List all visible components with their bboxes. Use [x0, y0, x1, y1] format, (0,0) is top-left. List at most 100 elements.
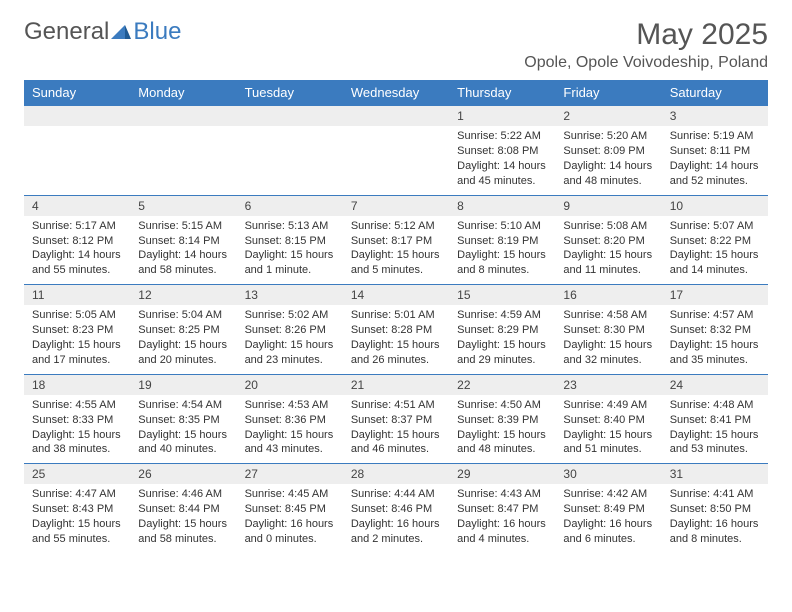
day-cell: 2Sunrise: 5:20 AMSunset: 8:09 PMDaylight…: [555, 106, 661, 195]
day-number: 2: [555, 106, 661, 126]
sunset-text: Sunset: 8:14 PM: [138, 234, 228, 249]
location-subtitle: Opole, Opole Voivodeship, Poland: [524, 54, 768, 72]
sunset-text: Sunset: 8:30 PM: [563, 323, 653, 338]
day-body: Sunrise: 4:44 AMSunset: 8:46 PMDaylight:…: [343, 484, 449, 552]
day-number: 19: [130, 375, 236, 395]
daylight-text: Daylight: 16 hours and 4 minutes.: [457, 517, 547, 547]
logo-mark-icon: [111, 18, 131, 46]
daylight-text: Daylight: 15 hours and 23 minutes.: [245, 338, 335, 368]
sunset-text: Sunset: 8:44 PM: [138, 502, 228, 517]
day-body: Sunrise: 5:02 AMSunset: 8:26 PMDaylight:…: [237, 305, 343, 373]
daylight-text: Daylight: 15 hours and 32 minutes.: [563, 338, 653, 368]
day-cell: 9 Sunrise: 5:08 AMSunset: 8:20 PMDaylight…: [555, 196, 661, 285]
sunrise-text: Sunrise: 5:08 AM: [563, 219, 653, 234]
day-cell: 25Sunrise: 4:47 AMSunset: 8:43 PMDayligh…: [24, 464, 130, 553]
week-row: 18Sunrise: 4:55 AMSunset: 8:33 PMDayligh…: [24, 374, 768, 464]
day-cell: 30Sunrise: 4:42 AMSunset: 8:49 PMDayligh…: [555, 464, 661, 553]
sunrise-text: Sunrise: 4:45 AM: [245, 487, 335, 502]
sunrise-text: Sunrise: 5:13 AM: [245, 219, 335, 234]
sunrise-text: Sunrise: 5:19 AM: [670, 129, 760, 144]
daylight-text: Daylight: 15 hours and 38 minutes.: [32, 428, 122, 458]
sunset-text: Sunset: 8:11 PM: [670, 144, 760, 159]
day-cell: 16Sunrise: 4:58 AMSunset: 8:30 PMDayligh…: [555, 285, 661, 374]
sunrise-text: Sunrise: 4:43 AM: [457, 487, 547, 502]
day-cell: 27Sunrise: 4:45 AMSunset: 8:45 PMDayligh…: [237, 464, 343, 553]
day-body: Sunrise: 5:22 AMSunset: 8:08 PMDaylight:…: [449, 126, 555, 194]
sunrise-text: Sunrise: 5:20 AM: [563, 129, 653, 144]
weeks-container: 1Sunrise: 5:22 AMSunset: 8:08 PMDaylight…: [24, 105, 768, 553]
day-body: Sunrise: 5:10 AMSunset: 8:19 PMDaylight:…: [449, 216, 555, 284]
sunrise-text: Sunrise: 5:01 AM: [351, 308, 441, 323]
day-body: Sunrise: 4:57 AMSunset: 8:32 PMDaylight:…: [662, 305, 768, 373]
day-cell: [237, 106, 343, 195]
daylight-text: Daylight: 14 hours and 48 minutes.: [563, 159, 653, 189]
sunrise-text: Sunrise: 4:57 AM: [670, 308, 760, 323]
daylight-text: Daylight: 16 hours and 2 minutes.: [351, 517, 441, 547]
daylight-text: Daylight: 15 hours and 20 minutes.: [138, 338, 228, 368]
sunrise-text: Sunrise: 4:55 AM: [32, 398, 122, 413]
week-row: 4Sunrise: 5:17 AMSunset: 8:12 PMDaylight…: [24, 195, 768, 285]
day-body: Sunrise: 4:53 AMSunset: 8:36 PMDaylight:…: [237, 395, 343, 463]
day-number: 23: [555, 375, 661, 395]
day-body: Sunrise: 4:51 AMSunset: 8:37 PMDaylight:…: [343, 395, 449, 463]
empty-day-number: [343, 106, 449, 126]
sunset-text: Sunset: 8:23 PM: [32, 323, 122, 338]
title-block: May 2025 Opole, Opole Voivodeship, Polan…: [524, 18, 768, 72]
sunset-text: Sunset: 8:49 PM: [563, 502, 653, 517]
daylight-text: Daylight: 15 hours and 43 minutes.: [245, 428, 335, 458]
day-body: Sunrise: 5:19 AMSunset: 8:11 PMDaylight:…: [662, 126, 768, 194]
day-cell: 13Sunrise: 5:02 AMSunset: 8:26 PMDayligh…: [237, 285, 343, 374]
day-cell: 22Sunrise: 4:50 AMSunset: 8:39 PMDayligh…: [449, 375, 555, 464]
day-number: 21: [343, 375, 449, 395]
day-cell: 28Sunrise: 4:44 AMSunset: 8:46 PMDayligh…: [343, 464, 449, 553]
sunset-text: Sunset: 8:20 PM: [563, 234, 653, 249]
day-body: Sunrise: 4:46 AMSunset: 8:44 PMDaylight:…: [130, 484, 236, 552]
sunrise-text: Sunrise: 4:53 AM: [245, 398, 335, 413]
day-number: 3: [662, 106, 768, 126]
daylight-text: Daylight: 15 hours and 55 minutes.: [32, 517, 122, 547]
sunrise-text: Sunrise: 4:54 AM: [138, 398, 228, 413]
day-body: Sunrise: 4:54 AMSunset: 8:35 PMDaylight:…: [130, 395, 236, 463]
day-body: Sunrise: 4:41 AMSunset: 8:50 PMDaylight:…: [662, 484, 768, 552]
sunrise-text: Sunrise: 4:47 AM: [32, 487, 122, 502]
daylight-text: Daylight: 15 hours and 17 minutes.: [32, 338, 122, 368]
day-number: 24: [662, 375, 768, 395]
day-number: 17: [662, 285, 768, 305]
weekday-header-row: SundayMondayTuesdayWednesdayThursdayFrid…: [24, 80, 768, 105]
day-number: 8: [449, 196, 555, 216]
day-body: Sunrise: 4:43 AMSunset: 8:47 PMDaylight:…: [449, 484, 555, 552]
day-number: 15: [449, 285, 555, 305]
day-body: Sunrise: 4:48 AMSunset: 8:41 PMDaylight:…: [662, 395, 768, 463]
sunset-text: Sunset: 8:12 PM: [32, 234, 122, 249]
week-row: 25Sunrise: 4:47 AMSunset: 8:43 PMDayligh…: [24, 463, 768, 553]
day-number: 13: [237, 285, 343, 305]
weekday-header-cell: Saturday: [662, 80, 768, 105]
sunrise-text: Sunrise: 5:17 AM: [32, 219, 122, 234]
day-cell: 17Sunrise: 4:57 AMSunset: 8:32 PMDayligh…: [662, 285, 768, 374]
day-number: 10: [662, 196, 768, 216]
day-number: 9: [555, 196, 661, 216]
day-body: Sunrise: 4:55 AMSunset: 8:33 PMDaylight:…: [24, 395, 130, 463]
day-number: 11: [24, 285, 130, 305]
day-number: 6: [237, 196, 343, 216]
day-number: 14: [343, 285, 449, 305]
day-number: 12: [130, 285, 236, 305]
sunset-text: Sunset: 8:26 PM: [245, 323, 335, 338]
day-body: Sunrise: 5:15 AMSunset: 8:14 PMDaylight:…: [130, 216, 236, 284]
day-cell: [343, 106, 449, 195]
sunset-text: Sunset: 8:17 PM: [351, 234, 441, 249]
daylight-text: Daylight: 16 hours and 8 minutes.: [670, 517, 760, 547]
day-cell: 12Sunrise: 5:04 AMSunset: 8:25 PMDayligh…: [130, 285, 236, 374]
daylight-text: Daylight: 14 hours and 58 minutes.: [138, 248, 228, 278]
day-cell: 8Sunrise: 5:10 AMSunset: 8:19 PMDaylight…: [449, 196, 555, 285]
day-body: Sunrise: 4:45 AMSunset: 8:45 PMDaylight:…: [237, 484, 343, 552]
weekday-header-cell: Tuesday: [237, 80, 343, 105]
day-number: 22: [449, 375, 555, 395]
day-cell: 29Sunrise: 4:43 AMSunset: 8:47 PMDayligh…: [449, 464, 555, 553]
daylight-text: Daylight: 15 hours and 11 minutes.: [563, 248, 653, 278]
daylight-text: Daylight: 15 hours and 58 minutes.: [138, 517, 228, 547]
sunset-text: Sunset: 8:43 PM: [32, 502, 122, 517]
daylight-text: Daylight: 15 hours and 53 minutes.: [670, 428, 760, 458]
day-cell: 10Sunrise: 5:07 AMSunset: 8:22 PMDayligh…: [662, 196, 768, 285]
sunrise-text: Sunrise: 5:15 AM: [138, 219, 228, 234]
